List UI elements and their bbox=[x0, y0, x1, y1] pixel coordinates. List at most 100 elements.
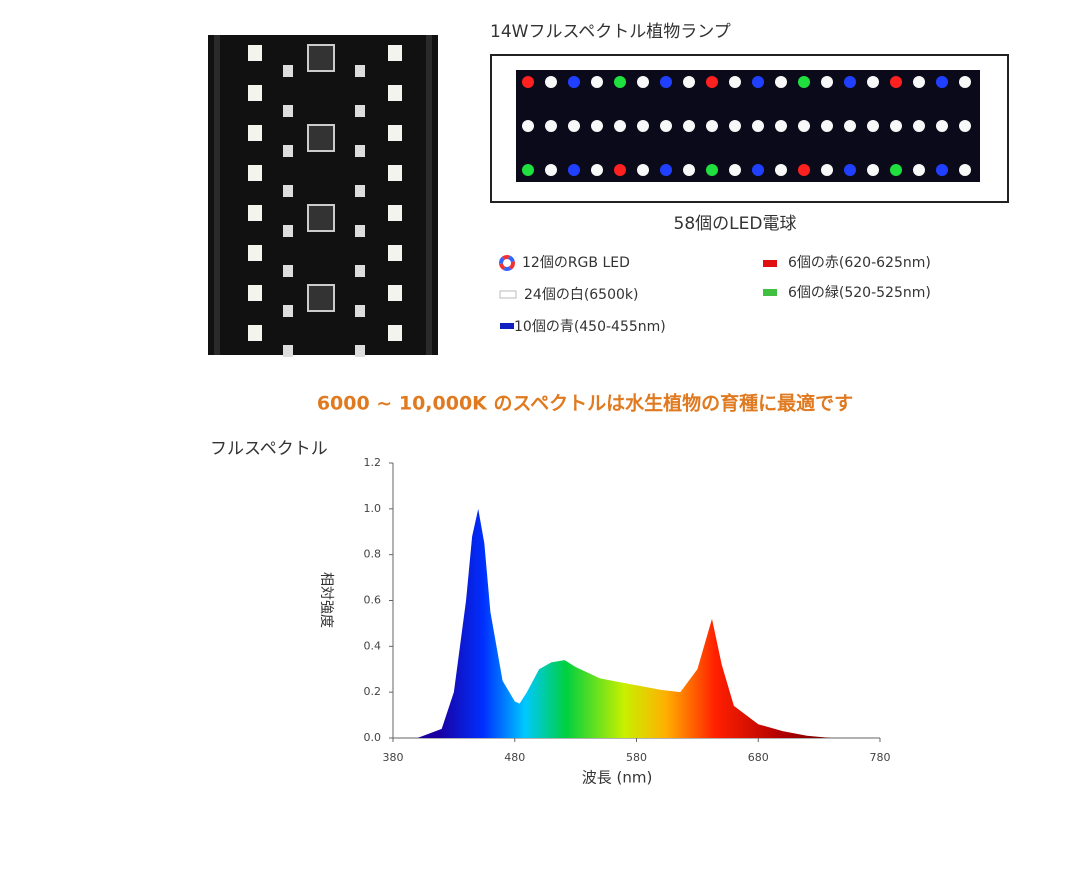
strip-led bbox=[637, 164, 649, 176]
strip-led bbox=[614, 76, 626, 88]
y-tick-label: 0.4 bbox=[364, 639, 382, 652]
strip-led bbox=[959, 164, 971, 176]
rail bbox=[426, 35, 432, 355]
y-tick-label: 1.0 bbox=[364, 502, 382, 515]
white-led bbox=[248, 45, 262, 61]
y-tick-label: 0.0 bbox=[364, 731, 382, 744]
component bbox=[283, 185, 293, 197]
strip-led bbox=[844, 120, 856, 132]
strip-led bbox=[568, 164, 580, 176]
component bbox=[283, 265, 293, 277]
strip-led bbox=[821, 164, 833, 176]
strip-led bbox=[752, 120, 764, 132]
strip-led bbox=[798, 164, 810, 176]
strip-led bbox=[775, 164, 787, 176]
white-led bbox=[248, 85, 262, 101]
strip-led bbox=[683, 120, 695, 132]
white-led bbox=[388, 285, 402, 301]
strip-led bbox=[844, 164, 856, 176]
rgb-icon bbox=[499, 255, 515, 271]
x-tick-label: 580 bbox=[626, 751, 647, 764]
component bbox=[283, 145, 293, 157]
strip-led bbox=[591, 120, 603, 132]
strip-led bbox=[660, 76, 672, 88]
rail bbox=[214, 35, 220, 355]
strip-led bbox=[545, 164, 557, 176]
white-led bbox=[388, 85, 402, 101]
white-led bbox=[248, 285, 262, 301]
strip-led bbox=[752, 76, 764, 88]
x-tick-label: 680 bbox=[748, 751, 769, 764]
white-led bbox=[248, 325, 262, 341]
strip-led bbox=[729, 120, 741, 132]
component bbox=[283, 105, 293, 117]
strip-led bbox=[706, 76, 718, 88]
strip-led bbox=[867, 76, 879, 88]
strip-led bbox=[545, 120, 557, 132]
white-led bbox=[248, 245, 262, 261]
rgb-led bbox=[307, 204, 335, 232]
red-icon bbox=[763, 260, 777, 267]
green-icon bbox=[763, 289, 777, 296]
strip-led bbox=[729, 164, 741, 176]
strip-led bbox=[660, 164, 672, 176]
strip-led bbox=[798, 76, 810, 88]
strip-led bbox=[545, 76, 557, 88]
component bbox=[355, 265, 365, 277]
strip-led bbox=[798, 120, 810, 132]
strip-led bbox=[775, 76, 787, 88]
strip-led bbox=[844, 76, 856, 88]
strip-led bbox=[591, 164, 603, 176]
x-tick-label: 480 bbox=[504, 751, 525, 764]
led-total: 58個のLED電球 bbox=[674, 214, 797, 234]
white-led bbox=[248, 165, 262, 181]
component bbox=[355, 345, 365, 357]
component bbox=[355, 145, 365, 157]
strip-led bbox=[522, 76, 534, 88]
component bbox=[283, 65, 293, 77]
x-axis-label: 波長 (nm) bbox=[582, 769, 653, 787]
strip-led bbox=[637, 120, 649, 132]
y-tick-label: 0.6 bbox=[364, 594, 382, 607]
strip-led bbox=[936, 164, 948, 176]
legend-label: 6個の赤(620-625nm) bbox=[788, 255, 931, 271]
strip-led bbox=[614, 164, 626, 176]
strip-led bbox=[683, 76, 695, 88]
strip-led bbox=[729, 76, 741, 88]
strip-led bbox=[568, 76, 580, 88]
strip-led bbox=[936, 120, 948, 132]
y-tick-label: 1.2 bbox=[364, 456, 382, 469]
legend-label: 24個の白(6500k) bbox=[524, 287, 638, 303]
strip-led bbox=[660, 120, 672, 132]
strip-led bbox=[913, 164, 925, 176]
strip-led bbox=[706, 120, 718, 132]
strip-led bbox=[959, 120, 971, 132]
component bbox=[355, 105, 365, 117]
strip-led bbox=[821, 120, 833, 132]
y-axis-label: 相対強度 bbox=[318, 572, 334, 628]
strip-led bbox=[890, 164, 902, 176]
component bbox=[355, 305, 365, 317]
white-led bbox=[248, 205, 262, 221]
component bbox=[283, 345, 293, 357]
strip-led bbox=[867, 164, 879, 176]
chart-title: フルスペクトル bbox=[210, 439, 328, 459]
headline: 6000 ~ 10,000K のスペクトルは水生植物の育種に最適です bbox=[317, 392, 853, 415]
component bbox=[355, 65, 365, 77]
strip-led bbox=[959, 76, 971, 88]
strip-led bbox=[637, 76, 649, 88]
product-title: 14Wフルスペクトル植物ランプ bbox=[490, 22, 731, 42]
strip-led bbox=[568, 120, 580, 132]
legend-label: 10個の青(450-455nm) bbox=[514, 319, 666, 335]
strip-led bbox=[522, 164, 534, 176]
strip-led bbox=[913, 76, 925, 88]
y-tick-label: 0.2 bbox=[364, 685, 382, 698]
strip-led bbox=[706, 164, 718, 176]
legend: 12個のRGB LED 24個の白(6500k) 10個の青(450-455nm… bbox=[499, 255, 931, 335]
strip-led bbox=[683, 164, 695, 176]
chart: 0.0 0.2 0.4 0.6 0.8 1.0 1.2 380 480 580 680 780 bbox=[364, 456, 891, 764]
y-tick-label: 0.8 bbox=[364, 548, 382, 561]
component bbox=[283, 225, 293, 237]
strip-led bbox=[614, 120, 626, 132]
